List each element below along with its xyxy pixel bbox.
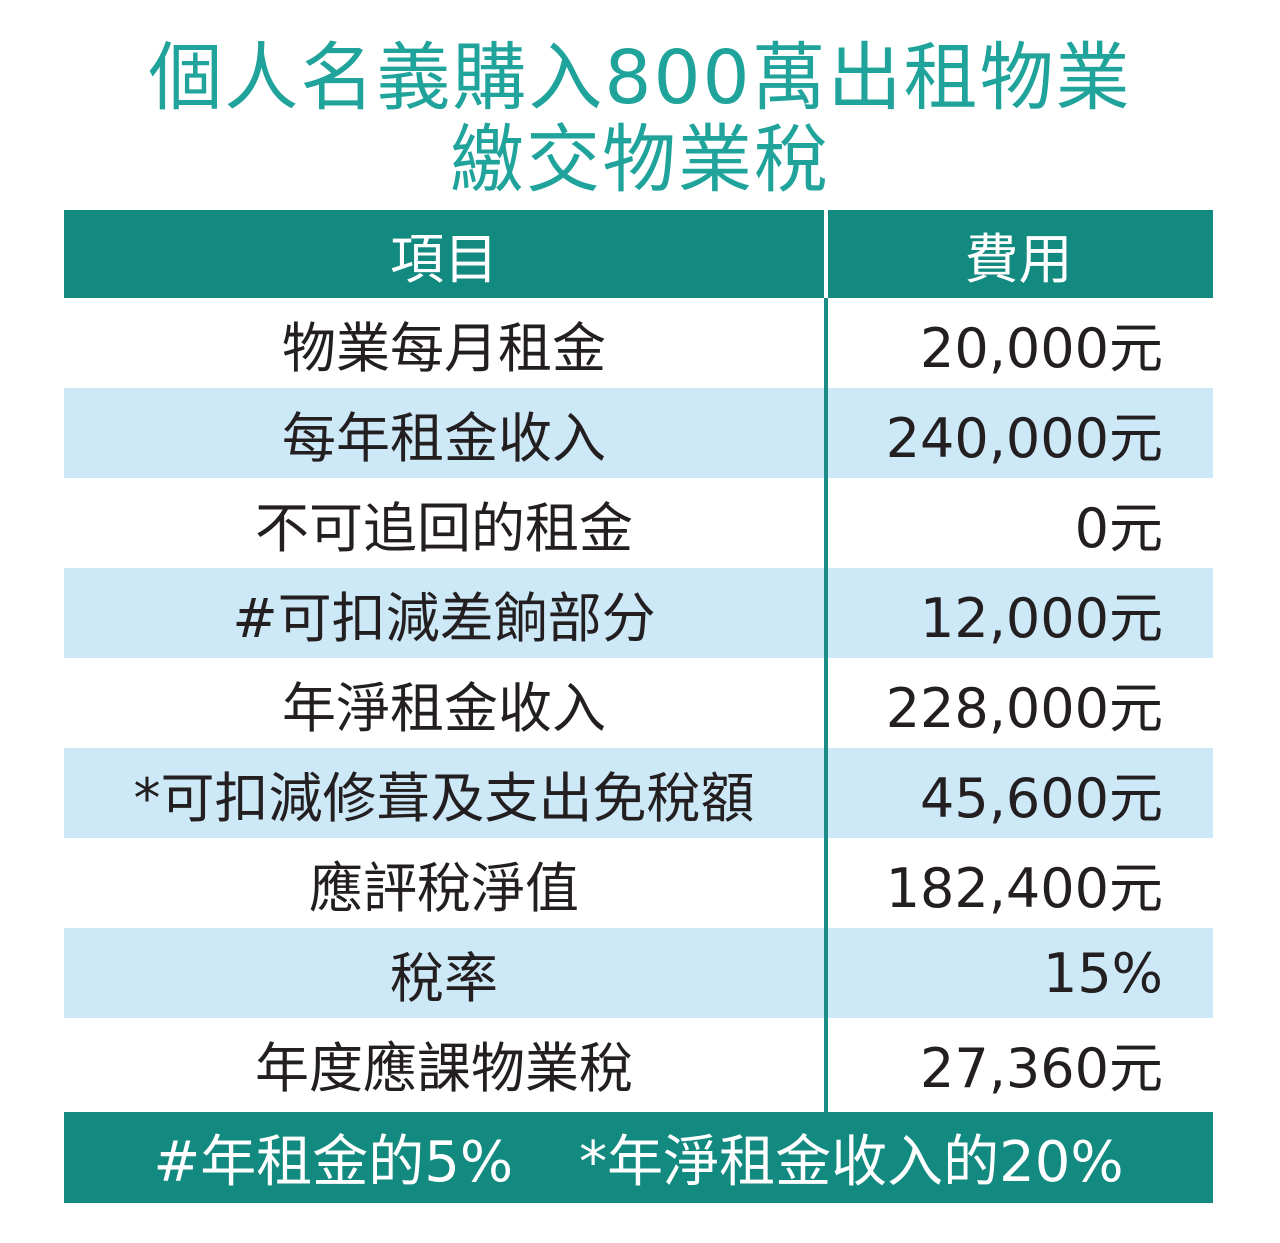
row-item: 每年租金收入: [282, 406, 606, 470]
row-fee: 45,600元: [920, 766, 1163, 830]
table-row: #可扣減差餉部分 12,000元: [64, 568, 1213, 658]
row-item: *可扣減修葺及支出免稅額: [133, 766, 755, 830]
page-subtitle: 繳交物業稅: [450, 117, 830, 203]
row-item: 年度應課物業稅: [255, 1036, 633, 1100]
table-row: 稅率 15%: [64, 928, 1213, 1018]
table-header-row: 項目 費用: [64, 210, 1213, 298]
column-divider: [824, 210, 828, 1112]
footnote-bar: #年租金的5% *年淨租金收入的20%: [64, 1112, 1213, 1203]
row-fee: 15%: [1042, 941, 1163, 1005]
header-item: 項目: [390, 227, 498, 291]
row-item: 物業每月租金: [282, 316, 606, 380]
table-row: 每年租金收入 240,000元: [64, 388, 1213, 478]
header-fee: 費用: [964, 227, 1073, 291]
row-item: #可扣減差餉部分: [232, 586, 656, 650]
row-fee: 182,400元: [885, 856, 1163, 920]
row-item: 年淨租金收入: [282, 676, 606, 740]
table-row: *可扣減修葺及支出免稅額 45,600元: [64, 748, 1213, 838]
tax-table: 項目 費用 物業每月租金 20,000元 每年租金收入 240,000元 不可追…: [64, 210, 1213, 1108]
row-fee: 12,000元: [920, 586, 1163, 650]
row-fee: 27,360元: [920, 1036, 1163, 1100]
row-item: 不可追回的租金: [255, 496, 633, 560]
row-item: 稅率: [390, 946, 498, 1010]
row-fee: 228,000元: [885, 676, 1163, 740]
header-column-divider: [824, 210, 828, 298]
table-row: 年淨租金收入 228,000元: [64, 658, 1213, 748]
table-row: 年度應課物業稅 27,360元: [64, 1018, 1213, 1108]
page-title: 個人名義購入800萬出租物業: [148, 35, 1132, 121]
table-row: 物業每月租金 20,000元: [64, 298, 1213, 388]
row-fee: 240,000元: [885, 406, 1163, 470]
row-fee: 0元: [1074, 496, 1163, 560]
table-row: 不可追回的租金 0元: [64, 478, 1213, 568]
table-row: 應評稅淨值 182,400元: [64, 838, 1213, 928]
row-fee: 20,000元: [920, 316, 1163, 380]
row-item: 應評稅淨值: [309, 856, 579, 920]
footnote-rates-note: #年租金的5%: [153, 1130, 514, 1195]
footnote-repairs-note: *年淨租金收入的20%: [579, 1130, 1124, 1195]
